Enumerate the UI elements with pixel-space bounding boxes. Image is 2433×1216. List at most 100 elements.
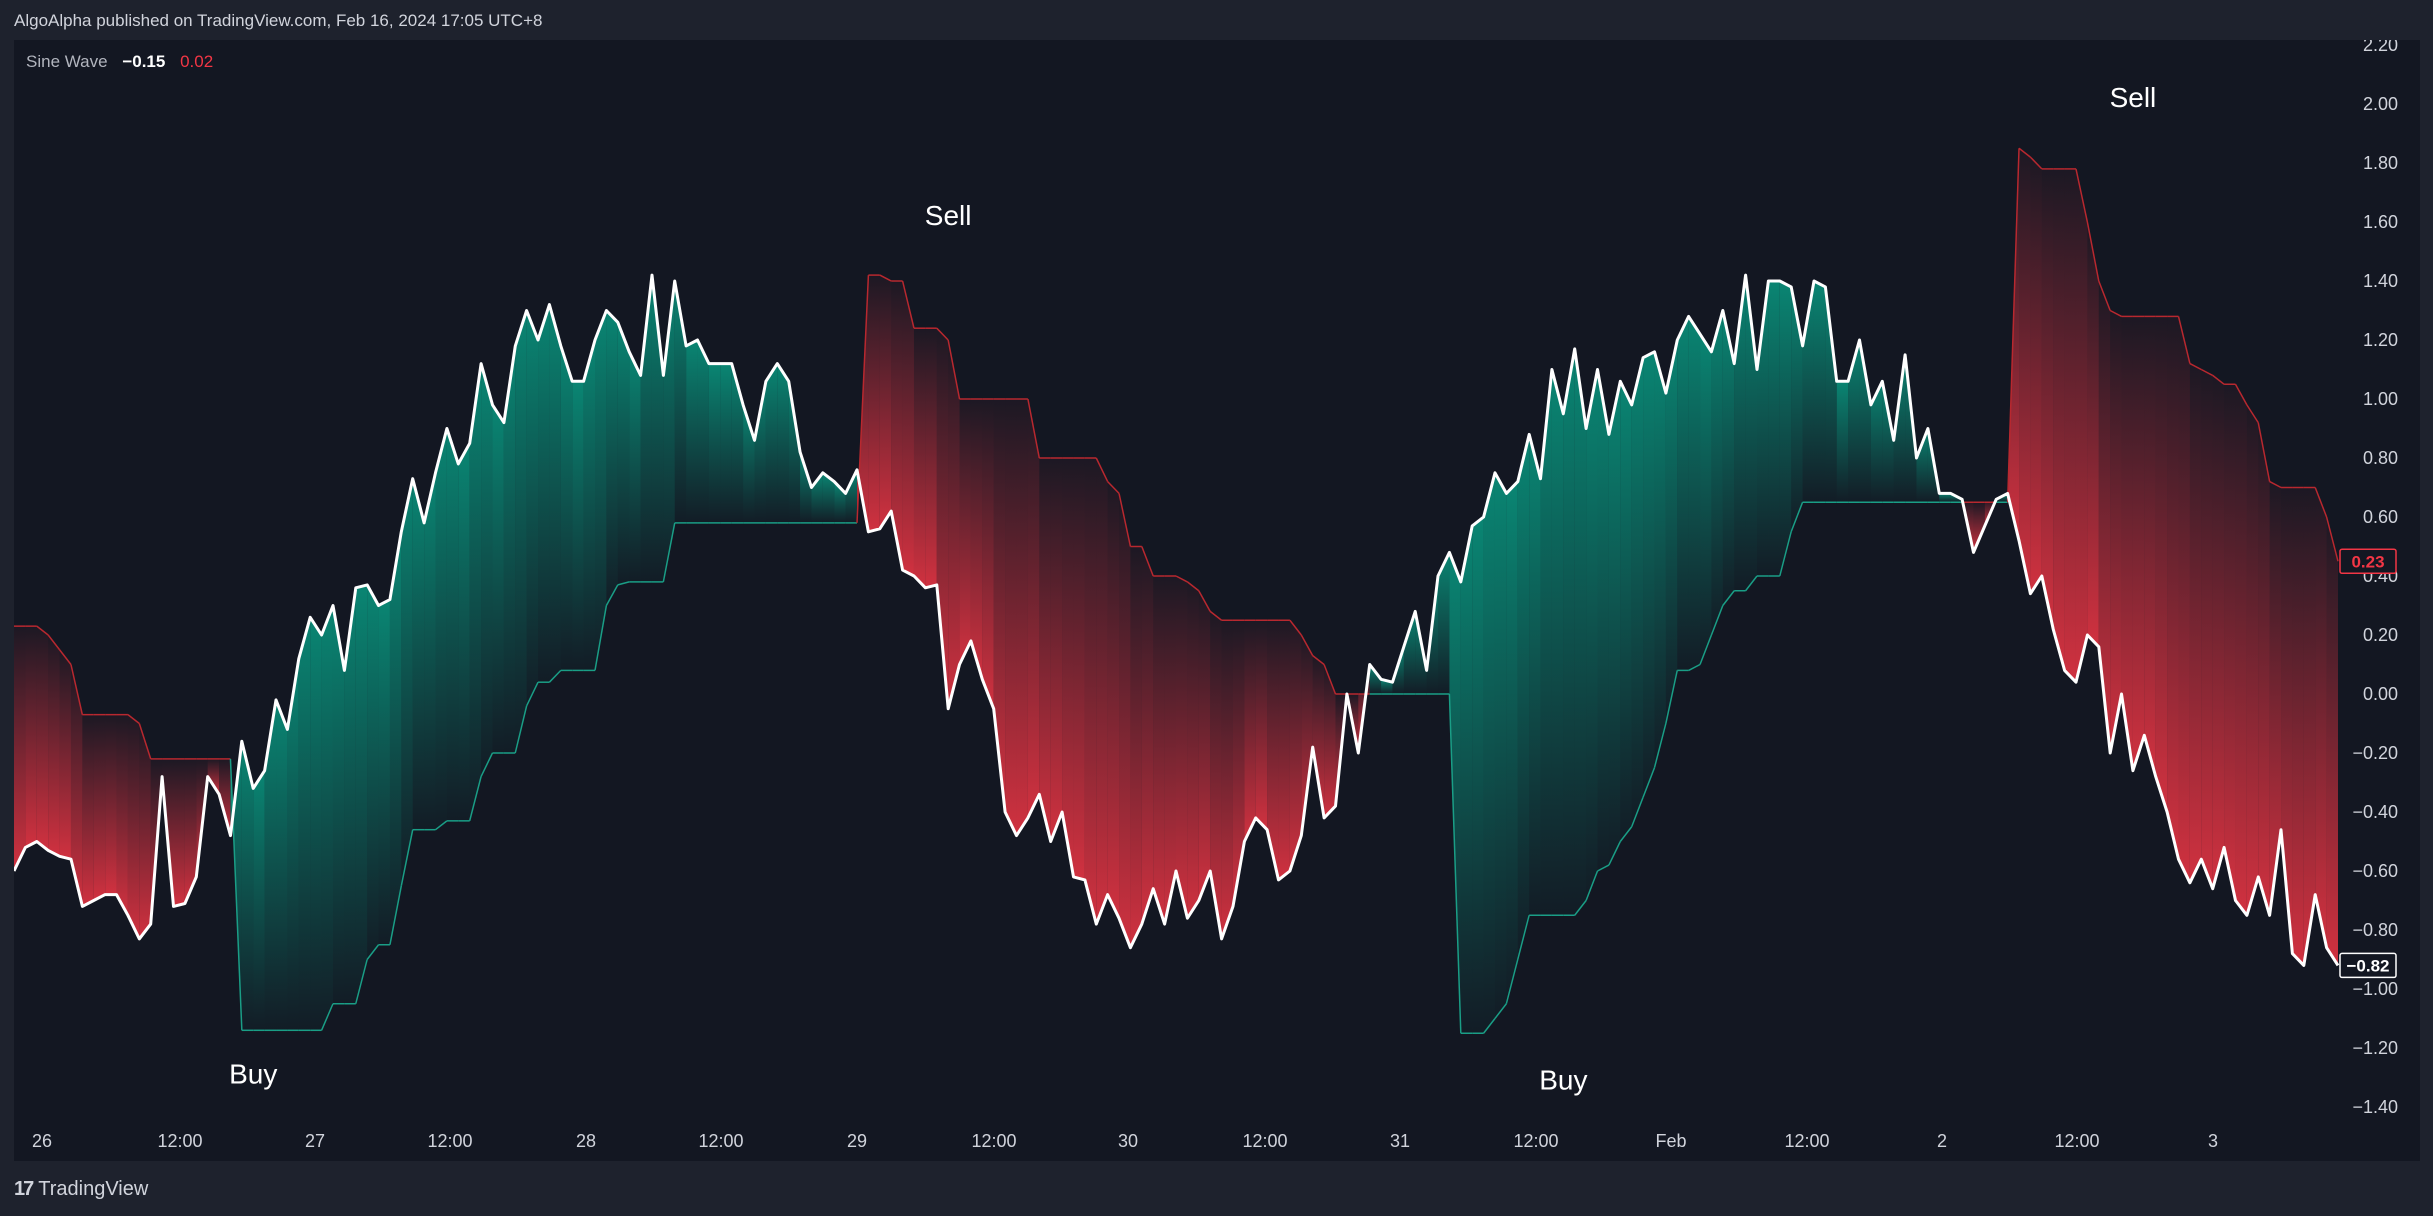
band-fill-segment bbox=[344, 587, 356, 1004]
x-tick-label: 31 bbox=[1390, 1131, 1410, 1151]
band-fill-segment bbox=[1711, 310, 1723, 635]
x-tick-label: 26 bbox=[32, 1131, 52, 1151]
resistance-band-segment bbox=[936, 327, 949, 341]
resistance-band-segment bbox=[1141, 546, 1154, 577]
support-band-segment bbox=[1505, 959, 1519, 1004]
support-band-segment bbox=[1574, 900, 1587, 916]
x-axis[interactable]: 26 12:00 27 12:00 28 12:00 29 12:00 30 12:00 31 12:… bbox=[32, 1131, 2218, 1151]
resistance-band-segment bbox=[2098, 280, 2111, 311]
x-tick-label: 28 bbox=[576, 1131, 596, 1151]
support-band-segment bbox=[662, 522, 676, 583]
band-fill-segment bbox=[765, 363, 778, 523]
resistance-band-segment bbox=[1323, 664, 1337, 695]
band-fill-segment bbox=[708, 363, 721, 523]
band-fill-segment bbox=[2189, 363, 2202, 883]
band-fills bbox=[14, 148, 2338, 1034]
band-fill-segment bbox=[1779, 281, 1792, 576]
band-lines bbox=[14, 147, 2339, 1034]
chart-area[interactable]: Buy Sell Buy Sell 2.20 2.00 1.80 1.60 1.40 1.20 1… bbox=[14, 40, 2420, 1161]
y-tick-label: −0.20 bbox=[2352, 743, 2398, 763]
band-fill-segment bbox=[1563, 348, 1575, 916]
band-fill-segment bbox=[1620, 381, 1632, 842]
band-fill-segment bbox=[14, 626, 26, 871]
band-fill-segment bbox=[93, 714, 106, 901]
y-axis[interactable]: 2.202.001.801.601.401.201.000.800.600.40… bbox=[2352, 40, 2398, 1117]
band-fill-segment bbox=[902, 281, 914, 576]
support-band-segment bbox=[435, 820, 448, 831]
band-fill-segment bbox=[1016, 399, 1028, 836]
band-value-label: 0.23 bbox=[2339, 548, 2397, 574]
sell-signal-label: Sell bbox=[2110, 82, 2157, 113]
resistance-band-segment bbox=[2212, 374, 2225, 385]
band-fill-segment bbox=[241, 741, 254, 1031]
band-fill-segment bbox=[754, 381, 766, 523]
support-band-segment bbox=[1790, 501, 1804, 533]
band-fill-segment bbox=[1722, 310, 1735, 606]
band-fill-segment bbox=[1517, 434, 1530, 960]
resistance-band-segment bbox=[47, 634, 61, 651]
band-fill-segment bbox=[674, 281, 687, 523]
support-band-segment bbox=[548, 669, 562, 683]
band-fill-segment bbox=[538, 304, 550, 683]
band-fill-segment bbox=[59, 649, 71, 860]
support-band-segment bbox=[605, 584, 619, 606]
resistance-band-segment bbox=[1095, 457, 1109, 482]
band-fill-segment bbox=[606, 310, 618, 606]
band-fill-segment bbox=[2087, 222, 2099, 647]
band-fill-segment bbox=[1483, 472, 1495, 1034]
band-fill-segment bbox=[82, 714, 94, 907]
resistance-band-segment bbox=[1027, 398, 1041, 459]
resistance-band-segment bbox=[2269, 480, 2282, 489]
band-fill-segment bbox=[1916, 428, 1928, 503]
band-fill-segment bbox=[1324, 664, 1336, 818]
band-fill-segment bbox=[1540, 369, 1552, 916]
band-fill-segment bbox=[287, 658, 299, 1031]
support-band-segment bbox=[1494, 1003, 1507, 1019]
band-fill-segment bbox=[629, 351, 641, 582]
band-fill-segment bbox=[2110, 310, 2122, 753]
band-fill-segment bbox=[572, 381, 584, 671]
support-band-segment bbox=[1710, 605, 1724, 636]
brand-name: TradingView bbox=[38, 1178, 149, 1200]
band-fill-segment bbox=[549, 304, 561, 683]
support-band-segment bbox=[468, 776, 482, 822]
band-fill-segment bbox=[2235, 384, 2247, 916]
band-fill-segment bbox=[1130, 546, 1142, 948]
support-band-segment bbox=[1517, 915, 1530, 960]
band-fill-segment bbox=[1700, 334, 1712, 665]
band-fill-segment bbox=[105, 714, 117, 895]
support-band-segment bbox=[1653, 723, 1667, 768]
band-fill-segment bbox=[1141, 546, 1154, 925]
band-fill-segment bbox=[526, 310, 539, 706]
resistance-band-segment bbox=[2314, 487, 2328, 518]
resistance-band-segment bbox=[2200, 368, 2214, 377]
band-fill-segment bbox=[207, 758, 220, 795]
band-fill-segment bbox=[1677, 316, 1689, 671]
band-fill-segment bbox=[993, 399, 1006, 812]
resistance-band-segment bbox=[2109, 309, 2122, 318]
x-tick-label: 3 bbox=[2208, 1131, 2218, 1151]
x-tick-label: 12:00 bbox=[971, 1131, 1016, 1151]
tradingview-logo-icon: 17 bbox=[14, 1178, 34, 1200]
band-fill-segment bbox=[1813, 281, 1826, 503]
indicator-value-secondary: 0.02 bbox=[180, 52, 214, 71]
band-fill-segment bbox=[1882, 381, 1894, 503]
band-fill-segment bbox=[879, 275, 892, 529]
support-band-segment bbox=[389, 885, 403, 945]
band-fill-segment bbox=[446, 428, 459, 821]
support-band-segment bbox=[1608, 841, 1621, 866]
chart-svg[interactable]: Buy Sell Buy Sell 2.20 2.00 1.80 1.60 1.40 1.20 1… bbox=[14, 40, 2420, 1161]
band-fill-segment bbox=[777, 363, 789, 523]
band-fill-segment bbox=[2064, 168, 2076, 683]
band-fill-segment bbox=[1631, 357, 1644, 827]
band-fill-segment bbox=[219, 758, 231, 836]
tradingview-brand[interactable]: 17 TradingView bbox=[14, 1178, 148, 1201]
band-fill-segment bbox=[617, 322, 630, 585]
band-fill-segment bbox=[1586, 369, 1598, 901]
band-fill-segment bbox=[2303, 487, 2316, 966]
buy-signal-label: Buy bbox=[1539, 1064, 1587, 1095]
y-tick-label: 0.20 bbox=[2363, 625, 2398, 645]
support-band-segment bbox=[1585, 870, 1599, 901]
resistance-band-segment bbox=[2177, 316, 2191, 364]
indicator-legend[interactable]: Sine Wave −0.15 0.02 bbox=[26, 52, 213, 72]
